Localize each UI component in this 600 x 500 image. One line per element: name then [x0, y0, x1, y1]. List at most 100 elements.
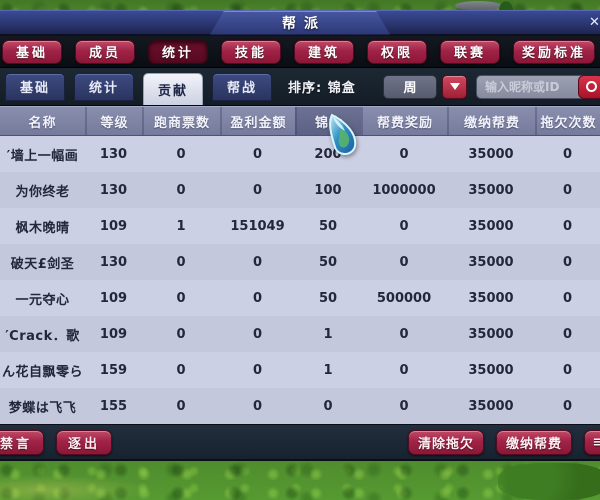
- cell-fee-paid: 35000: [468, 146, 514, 162]
- table-row[interactable]: 枫木晚晴 109 1 151049 50 0 35000 0: [0, 208, 600, 244]
- column-header-profit[interactable]: 盈利金额: [220, 107, 295, 135]
- search-button[interactable]: [578, 74, 600, 99]
- cell-arrears: 0: [562, 182, 573, 198]
- table-row[interactable]: 梦蝶は飞飞 155 0 0 0 0 35000 0: [0, 388, 600, 424]
- column-header-fee-reward[interactable]: 帮费奖励: [361, 107, 447, 135]
- cell-profit: 0: [252, 290, 263, 306]
- close-icon[interactable]: ✕: [589, 15, 600, 30]
- table-row[interactable]: ′Crack．歌 109 0 0 1 0 35000 0: [0, 316, 600, 352]
- column-header-trade-tickets[interactable]: 跑商票数: [142, 107, 220, 135]
- cell-level: 159: [99, 362, 128, 378]
- cell-name: ′墙上一幅画: [6, 148, 79, 164]
- more-button[interactable]: ≡: [584, 429, 600, 455]
- main-tab[interactable]: 统计: [148, 39, 208, 64]
- cell-trade-tickets: 0: [176, 326, 186, 342]
- main-tab[interactable]: 建筑: [294, 39, 354, 64]
- table-row[interactable]: ん花自飘零ら 159 0 0 1 0 35000 0: [0, 352, 600, 388]
- cell-fee-reward: 0: [399, 146, 409, 162]
- sort-label: 排序: 锦盒: [288, 81, 356, 96]
- main-tab[interactable]: 权限: [367, 39, 427, 64]
- column-header-brocade-box[interactable]: 锦盒: [295, 107, 361, 135]
- window-title: 帮派: [282, 16, 326, 32]
- table-row[interactable]: 破天£剑圣 130 0 0 50 0 35000 0: [0, 244, 600, 280]
- table-row[interactable]: ′墙上一幅画 130 0 0 200 0 35000 0: [0, 136, 600, 172]
- cell-name: 枫木晚晴: [15, 220, 70, 236]
- column-header-arrears[interactable]: 拖欠次数: [535, 107, 600, 135]
- main-tab[interactable]: 成员: [75, 39, 135, 64]
- cell-fee-reward: 0: [399, 218, 409, 234]
- main-tab[interactable]: 技能: [221, 39, 281, 64]
- column-header-fee-paid[interactable]: 缴纳帮费: [447, 107, 535, 135]
- cell-trade-tickets: 1: [176, 218, 186, 234]
- cell-brocade-box: 100: [314, 182, 342, 198]
- cell-fee-reward: 0: [399, 362, 409, 378]
- cell-trade-tickets: 0: [176, 362, 186, 378]
- period-dropdown[interactable]: 周: [383, 74, 437, 99]
- cell-brocade-box: 50: [318, 290, 338, 306]
- dropdown-arrow-button[interactable]: [442, 74, 467, 99]
- cell-profit: 151049: [230, 218, 285, 234]
- table-header: 名称 等级 跑商票数 盈利金额 锦盒 帮费奖励 缴纳帮费 拖欠次数: [0, 106, 600, 136]
- cell-profit: 0: [252, 326, 263, 342]
- grass-background-bottom: [0, 461, 600, 500]
- cell-arrears: 0: [562, 398, 573, 414]
- cell-arrears: 0: [562, 362, 573, 378]
- column-header-level[interactable]: 等级: [85, 107, 142, 135]
- cell-fee-paid: 35000: [468, 290, 514, 306]
- rock-decoration: [455, 1, 501, 10]
- cell-name: ん花自飘零ら: [1, 364, 83, 380]
- footer-bar: 禁言 逐出 清除拖欠 缴纳帮费 ≡: [0, 424, 600, 461]
- cell-name: 为你终老: [15, 184, 70, 200]
- clear-arrears-button[interactable]: 清除拖欠: [407, 429, 484, 455]
- cell-brocade-box: 50: [318, 218, 338, 234]
- cell-arrears: 0: [562, 326, 573, 342]
- cell-fee-reward: 0: [399, 254, 409, 270]
- search-icon: [585, 81, 597, 92]
- cell-fee-reward: 0: [399, 398, 409, 414]
- path-decoration: [0, 475, 150, 500]
- cell-fee-reward: 0: [399, 326, 409, 342]
- cell-level: 109: [99, 290, 128, 306]
- sub-tab[interactable]: 统计: [74, 72, 134, 101]
- main-tab[interactable]: 联赛: [440, 39, 500, 64]
- cell-brocade-box: 0: [323, 398, 333, 414]
- cell-fee-paid: 35000: [468, 254, 514, 270]
- main-tab[interactable]: 基础: [2, 39, 62, 64]
- sub-tab[interactable]: 贡献: [143, 73, 203, 105]
- cell-brocade-box: 200: [314, 146, 342, 162]
- bush-decoration: [498, 463, 600, 500]
- cell-trade-tickets: 0: [176, 182, 186, 198]
- cell-name: ′Crack．歌: [5, 328, 80, 344]
- cell-level: 109: [99, 326, 128, 342]
- cell-fee-paid: 35000: [468, 218, 514, 234]
- search-box: [476, 74, 600, 99]
- expel-button[interactable]: 逐出: [56, 429, 112, 455]
- pay-fee-button[interactable]: 缴纳帮费: [495, 429, 572, 455]
- cell-trade-tickets: 0: [176, 398, 186, 414]
- sub-tab[interactable]: 基础: [5, 72, 65, 101]
- main-tab[interactable]: 奖励标准: [513, 39, 596, 64]
- cell-trade-tickets: 0: [176, 254, 186, 270]
- window-titlebar: 帮派 ✕: [0, 10, 600, 36]
- cell-level: 130: [99, 182, 128, 198]
- mute-button[interactable]: 禁言: [0, 429, 44, 455]
- cell-brocade-box: 1: [323, 362, 333, 378]
- table-row[interactable]: 一元夺心 109 0 0 50 500000 35000 0: [0, 280, 600, 316]
- cell-profit: 0: [252, 254, 263, 270]
- cell-fee-paid: 35000: [468, 326, 514, 342]
- cell-profit: 0: [252, 182, 263, 198]
- cell-level: 109: [99, 218, 128, 234]
- table-row[interactable]: 为你终老 130 0 0 100 1000000 35000 0: [0, 172, 600, 208]
- sub-tab[interactable]: 帮战: [212, 72, 272, 101]
- cell-level: 155: [99, 398, 128, 414]
- cell-profit: 0: [252, 398, 263, 414]
- toolbar-row: 基础 统计 贡献 帮战 排序: 锦盒 周: [0, 68, 600, 106]
- cell-arrears: 0: [562, 218, 573, 234]
- chevron-down-icon: [449, 83, 460, 90]
- column-header-name[interactable]: 名称: [28, 115, 57, 131]
- cell-level: 130: [99, 146, 128, 162]
- cell-trade-tickets: 0: [176, 146, 186, 162]
- cell-fee-reward: 1000000: [372, 182, 436, 198]
- cell-name: 破天£剑圣: [10, 256, 75, 272]
